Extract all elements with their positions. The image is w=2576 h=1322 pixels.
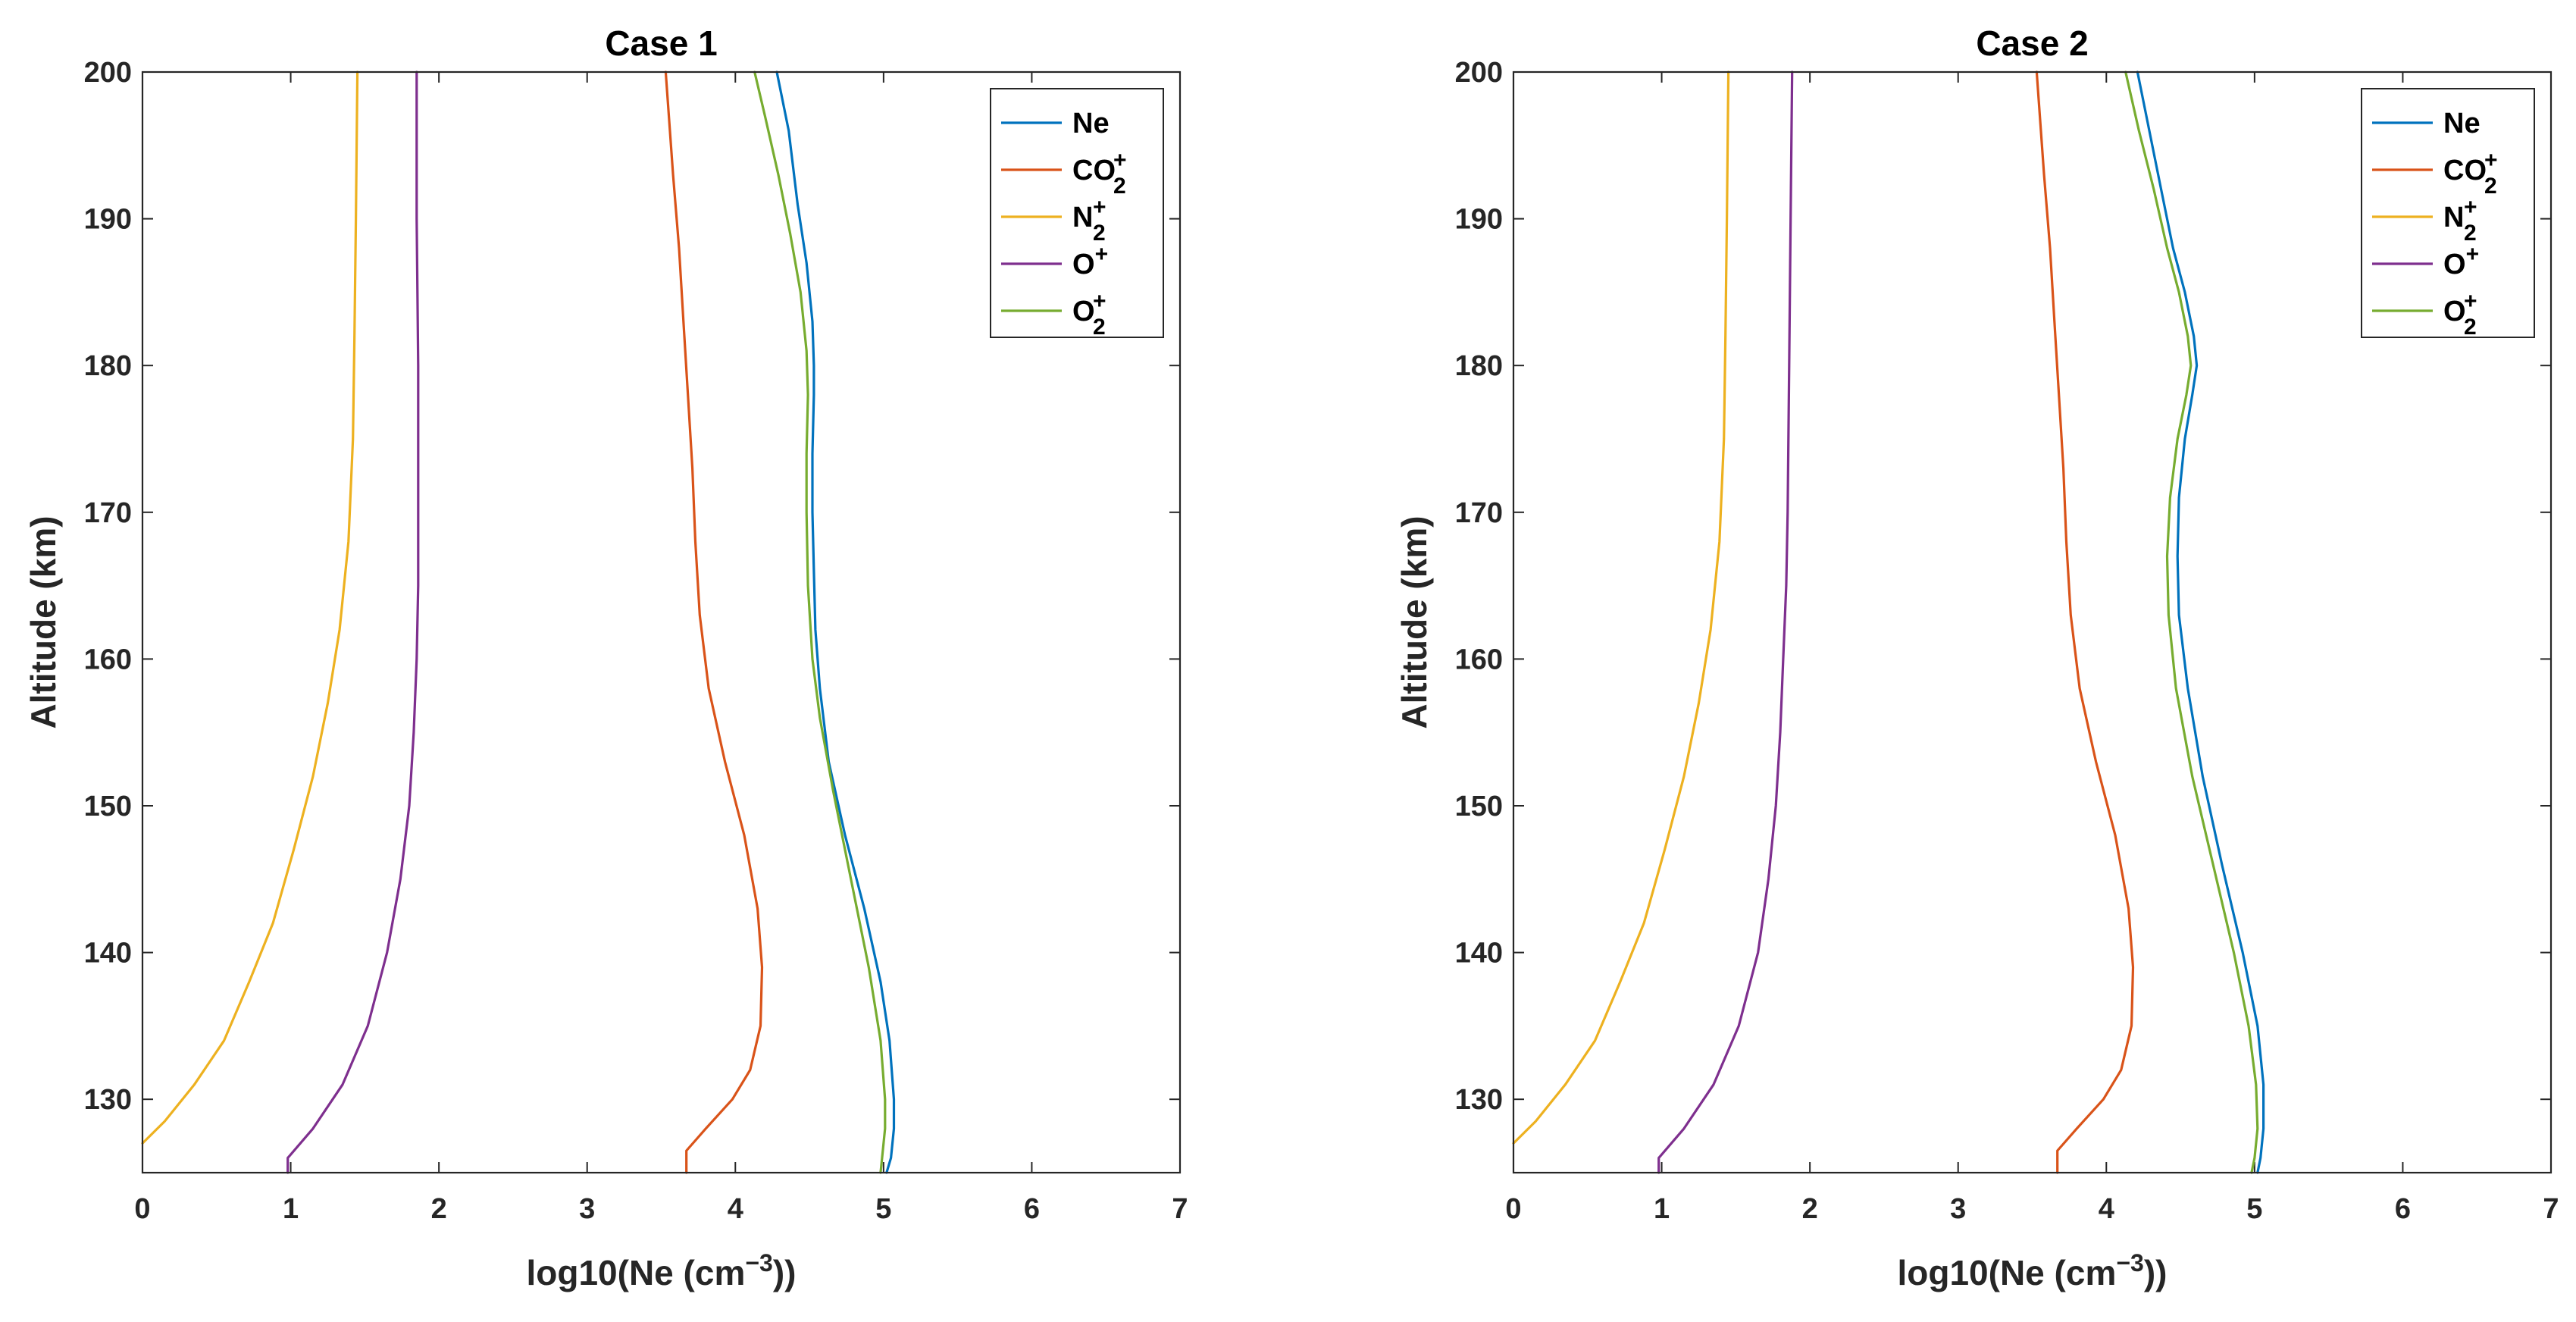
x-tick-label: 5 <box>875 1193 891 1225</box>
x-tick-label: 3 <box>579 1193 595 1225</box>
x-tick-label: 7 <box>1172 1193 1188 1225</box>
series-line-co2-plus <box>664 70 764 1174</box>
legend-box <box>2361 88 2535 338</box>
x-axis-label: log10(Ne (cm−3)) <box>1898 1249 2168 1292</box>
chart-panel-case-1: Case 1 log10(Ne (cm−3)) Altitude (km) 0 1… <box>23 23 1188 1292</box>
chart-panel-case-2: Case 2 log10(Ne (cm−3)) Altitude (km) 0 1… <box>1394 23 2559 1292</box>
series-line-o-plus <box>286 70 420 1174</box>
x-tick-label: 2 <box>431 1193 447 1225</box>
chart-title: Case 2 <box>1976 23 2088 63</box>
x-tick-label: 0 <box>1505 1193 1521 1225</box>
x-tick-label: 7 <box>2543 1193 2559 1225</box>
legend-label: Ne <box>2443 108 2481 139</box>
y-tick-label: 200 <box>84 57 132 89</box>
series-line-o2-plus <box>2124 70 2259 1174</box>
legend-label: O+ <box>1072 242 1108 280</box>
series-line-n2-plus <box>141 70 359 1145</box>
y-tick-label: 130 <box>84 1084 132 1116</box>
x-axis-label: log10(Ne (cm−3)) <box>527 1249 797 1292</box>
legend-label: O+ <box>2443 242 2479 280</box>
y-tick-label: 140 <box>1455 938 1503 970</box>
axes-box <box>141 70 1182 1174</box>
series-line-o-plus <box>1657 70 1794 1174</box>
y-tick-label: 160 <box>1455 644 1503 675</box>
y-tick-label: 150 <box>1455 791 1503 822</box>
series-line-o2-plus <box>753 70 887 1174</box>
x-tick-label: 6 <box>1024 1193 1040 1225</box>
legend-label: Ne <box>1072 108 1110 139</box>
y-tick-label: 170 <box>84 497 132 529</box>
y-tick-label: 170 <box>1455 497 1503 529</box>
y-tick-label: 140 <box>84 938 132 970</box>
series-line-n2-plus <box>1512 70 1730 1145</box>
x-tick-label: 1 <box>1654 1193 1670 1225</box>
legend-label: N+ 2 <box>2443 195 2477 246</box>
y-tick-label: 200 <box>1455 57 1503 89</box>
axes-box <box>1512 70 2553 1174</box>
x-tick-label: 4 <box>728 1193 743 1225</box>
y-axis-label: Altitude (km) <box>23 515 63 728</box>
x-tick-label: 1 <box>283 1193 299 1225</box>
y-tick-label: 190 <box>1455 204 1503 236</box>
x-tick-label: 2 <box>1802 1193 1818 1225</box>
y-tick-label: 180 <box>84 350 132 382</box>
y-tick-label: 130 <box>1455 1084 1503 1116</box>
y-tick-label: 160 <box>84 644 132 675</box>
chart-title: Case 1 <box>605 23 717 63</box>
series-line-co2-plus <box>2035 70 2135 1174</box>
y-axis-label: Altitude (km) <box>1394 515 1434 728</box>
x-tick-label: 5 <box>2246 1193 2262 1225</box>
x-tick-label: 6 <box>2395 1193 2411 1225</box>
legend-label: O+ 2 <box>1072 289 1106 340</box>
legend: Ne CO+ 2N+ 2O+ O+ 2 <box>2361 88 2535 340</box>
legend-label: N+ 2 <box>1072 195 1106 246</box>
y-tick-label: 150 <box>84 791 132 822</box>
y-tick-label: 190 <box>84 204 132 236</box>
x-tick-label: 0 <box>134 1193 150 1225</box>
y-tick-label: 180 <box>1455 350 1503 382</box>
x-tick-label: 4 <box>2099 1193 2114 1225</box>
legend-label: O+ 2 <box>2443 289 2477 340</box>
legend-label: CO+ 2 <box>1072 148 1127 199</box>
series-line-ne <box>775 70 896 1174</box>
series-line-ne <box>2136 70 2265 1174</box>
legend: Ne CO+ 2N+ 2O+ O+ 2 <box>990 88 1164 340</box>
legend-box <box>990 88 1164 338</box>
x-tick-label: 3 <box>1950 1193 1966 1225</box>
legend-label: CO+ 2 <box>2443 148 2498 199</box>
